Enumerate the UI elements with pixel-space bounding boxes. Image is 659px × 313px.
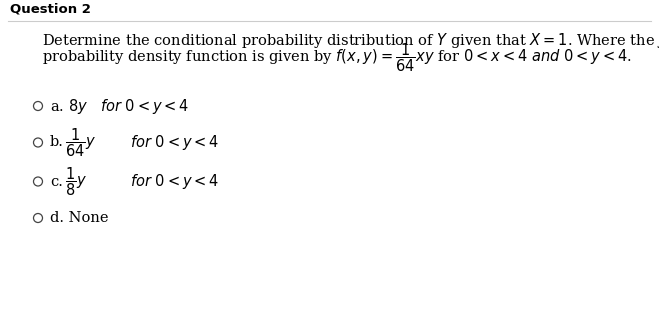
Text: $for\ 0 < y < 4$: $for\ 0 < y < 4$ — [130, 172, 219, 191]
Text: Question 2: Question 2 — [10, 2, 91, 15]
Text: $for\ 0 < y < 4$: $for\ 0 < y < 4$ — [130, 133, 219, 152]
Text: probability density function is given by $f(x, y) = \dfrac{1}{64}xy$ for $0 < x : probability density function is given by… — [42, 42, 632, 74]
Text: $for\ 0 < y < 4$: $for\ 0 < y < 4$ — [100, 96, 189, 115]
Text: b.: b. — [50, 136, 64, 150]
Text: c.: c. — [50, 175, 63, 188]
Text: $\dfrac{1}{64}y$: $\dfrac{1}{64}y$ — [65, 126, 96, 159]
Text: Determine the conditional probability distribution of $Y$ given that $X = 1$. Wh: Determine the conditional probability di… — [42, 30, 659, 49]
Text: a. $8y$: a. $8y$ — [50, 96, 88, 115]
Text: d. None: d. None — [50, 211, 109, 225]
Text: $\dfrac{1}{8}y$: $\dfrac{1}{8}y$ — [65, 165, 87, 198]
